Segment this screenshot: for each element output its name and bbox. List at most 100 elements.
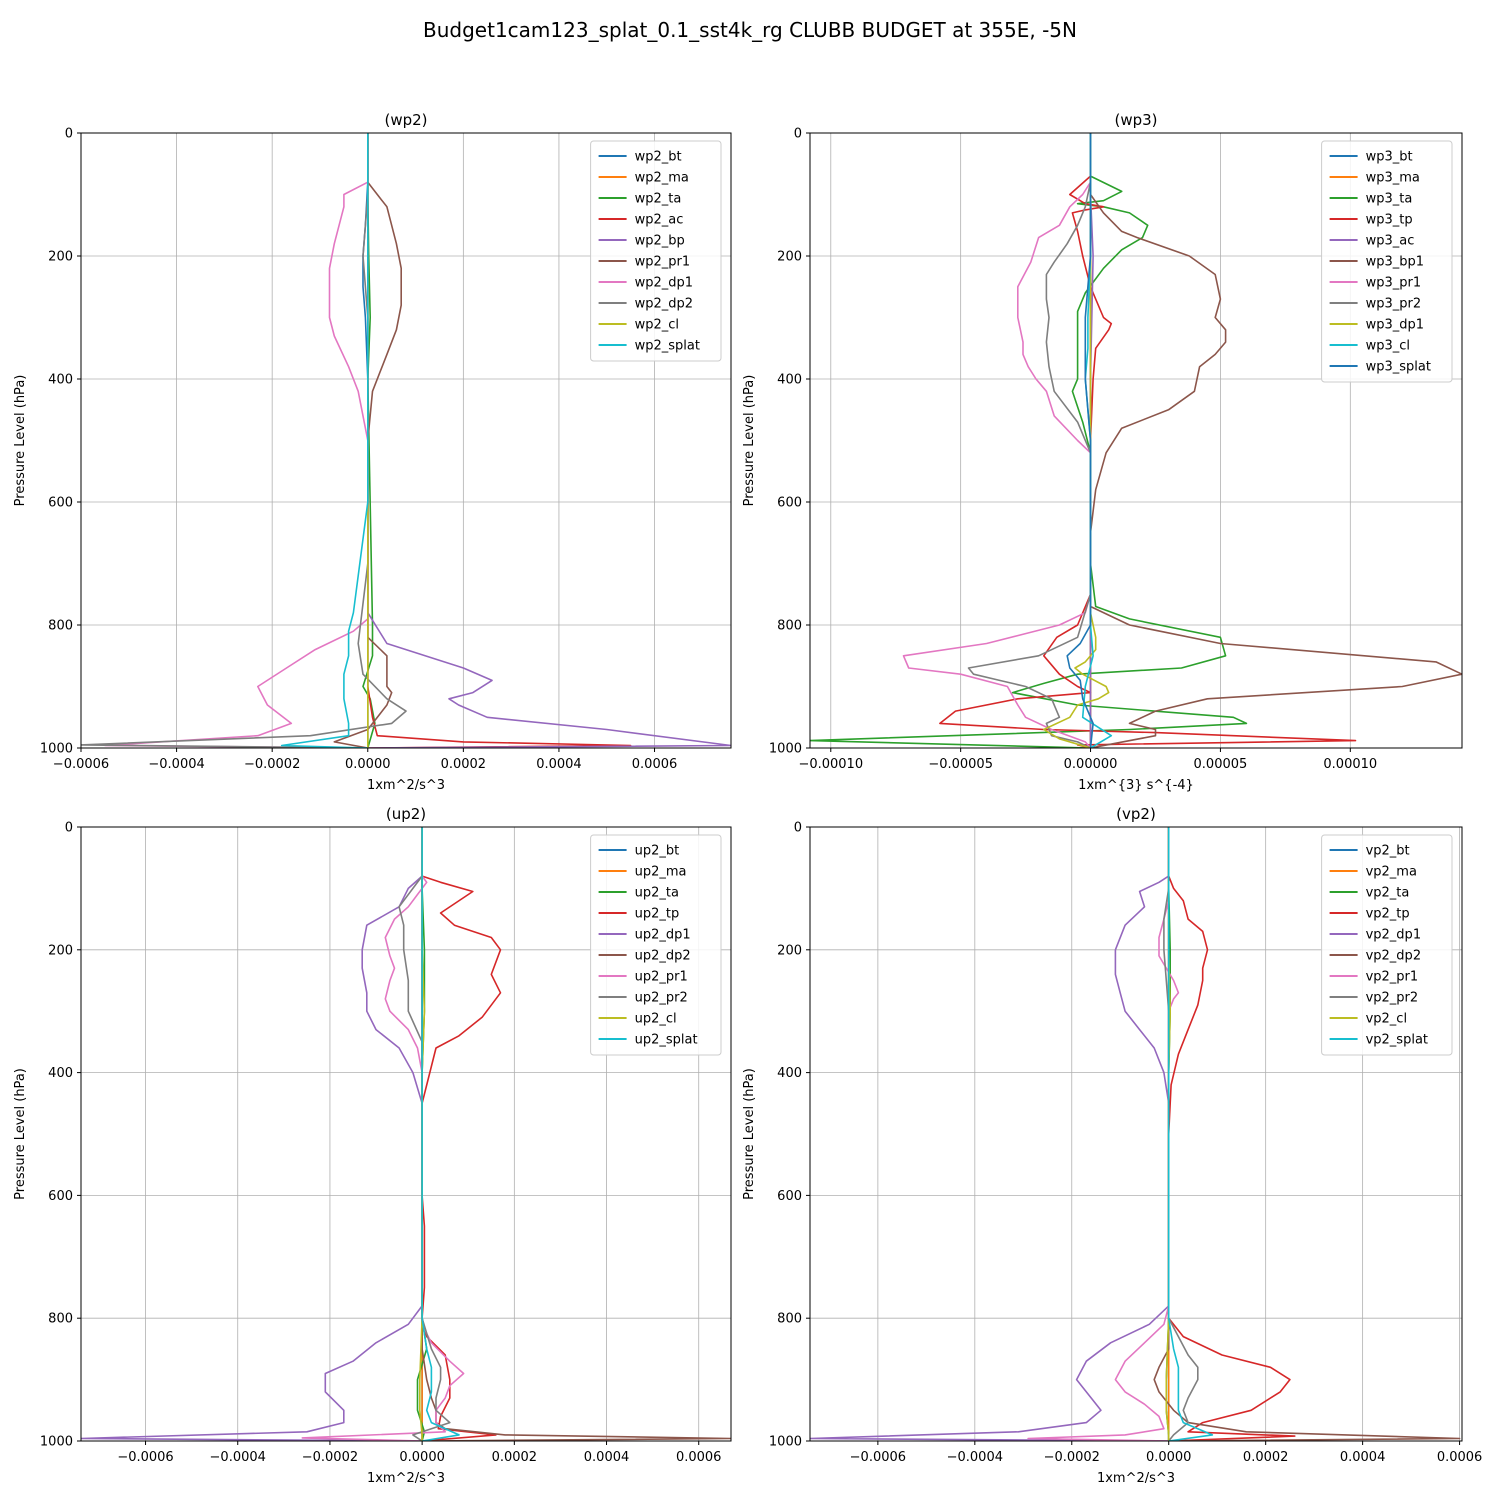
- wp2-xtick-label: 0.0004: [536, 757, 582, 772]
- wp2-ytick-label: 1000: [40, 742, 73, 757]
- legend-label-up2_dp2: up2_dp2: [635, 949, 691, 964]
- legend-label-wp3_bp1: wp3_bp1: [1366, 255, 1424, 270]
- legend-label-vp2_pr2: vp2_pr2: [1366, 991, 1419, 1006]
- wp3-ytick-label: 1000: [769, 742, 802, 757]
- up2-ytick-label: 400: [48, 1066, 73, 1081]
- wp2-x-axis-label: 1xm^2/s^3: [367, 778, 445, 793]
- wp3-xtick-label: −0.00010: [798, 757, 863, 772]
- legend-label-vp2_tp: vp2_tp: [1366, 907, 1410, 922]
- up2-ytick-label: 1000: [40, 1435, 73, 1450]
- legend-label-vp2_pr1: vp2_pr1: [1366, 970, 1419, 985]
- wp2-xtick-label: 0.0000: [345, 757, 391, 772]
- vp2-xtick-label: 0.0004: [1340, 1450, 1386, 1465]
- wp2-ytick-label: 0: [65, 127, 73, 142]
- wp3-xtick-label: 0.00005: [1194, 757, 1248, 772]
- vp2-axes-frame: [809, 826, 1463, 1442]
- up2-series-group: [81, 827, 731, 1441]
- legend-label-vp2_ta: vp2_ta: [1366, 886, 1410, 901]
- wp2-axes-frame: [80, 132, 732, 749]
- vp2-x-axis-label: 1xm^2/s^3: [1097, 1471, 1175, 1486]
- legend-label-wp2_cl: wp2_cl: [635, 318, 679, 333]
- legend-label-wp3_pr1: wp3_pr1: [1366, 276, 1422, 291]
- up2-xtick-label: −0.0002: [302, 1450, 358, 1465]
- series-line-wp3_bp1: [1089, 133, 1462, 748]
- wp3-panel-title: (wp3): [1114, 111, 1157, 129]
- wp2-y-axis-label: Pressure Level (hPa): [13, 375, 28, 507]
- vp2-ytick-label: 0: [794, 821, 802, 836]
- legend-label-wp3_ma: wp3_ma: [1366, 171, 1420, 186]
- wp3-xtick-label: −0.00005: [928, 757, 993, 772]
- wp2-xtick-label: −0.0004: [148, 757, 204, 772]
- series-line-up2_splat: [421, 827, 460, 1441]
- legend-label-up2_bt: up2_bt: [635, 844, 680, 859]
- series-line-wp3_ta: [810, 133, 1248, 748]
- wp3-legend-box: [1321, 140, 1453, 383]
- vp2-xtick-label: −0.0002: [1044, 1450, 1100, 1465]
- legend-label-up2_splat: up2_splat: [635, 1033, 698, 1048]
- series-line-up2_tp: [421, 827, 502, 1441]
- wp3-ytick-label: 800: [777, 619, 802, 634]
- wp2-ytick-label: 600: [48, 496, 73, 511]
- vp2-legend-box: [1321, 834, 1453, 1056]
- series-line-vp2_dp1: [810, 827, 1170, 1441]
- vp2-series-group: [810, 827, 1461, 1441]
- wp3-ytick-label: 0: [794, 127, 802, 142]
- vp2-ytick-label: 1000: [769, 1435, 802, 1450]
- legend-label-wp2_pr1: wp2_pr1: [635, 255, 691, 270]
- series-line-vp2_tp: [1167, 827, 1296, 1441]
- wp2-ytick-label: 400: [48, 373, 73, 388]
- legend-label-wp2_ma: wp2_ma: [635, 171, 689, 186]
- legend-label-wp3_bt: wp3_bt: [1366, 150, 1413, 165]
- legend-label-wp3_cl: wp3_cl: [1366, 339, 1410, 354]
- legend-label-wp2_bt: wp2_bt: [635, 150, 682, 165]
- wp2-series-group: [81, 133, 731, 748]
- up2-xtick-label: 0.0000: [399, 1450, 445, 1465]
- legend-label-wp3_dp1: wp3_dp1: [1366, 318, 1424, 333]
- vp2-panel-title: (vp2): [1116, 805, 1156, 823]
- series-line-wp2_splat: [280, 133, 369, 748]
- up2-xtick-label: −0.0006: [117, 1450, 173, 1465]
- figure-title: Budget1cam123_splat_0.1_sst4k_rg CLUBB B…: [423, 18, 1077, 42]
- series-line-vp2_splat: [1167, 827, 1214, 1441]
- wp3-y-axis-label: Pressure Level (hPa): [742, 375, 757, 507]
- up2-ytick-label: 800: [48, 1312, 73, 1327]
- legend-label-vp2_bt: vp2_bt: [1366, 844, 1410, 859]
- wp3-ytick-label: 600: [777, 496, 802, 511]
- legend-label-vp2_ma: vp2_ma: [1366, 865, 1417, 880]
- wp3-xtick-label: 0.00000: [1064, 757, 1118, 772]
- up2-ytick-label: 0: [65, 821, 73, 836]
- wp2-ytick-label: 200: [48, 250, 73, 265]
- legend-label-up2_dp1: up2_dp1: [635, 928, 691, 943]
- vp2-ytick-label: 800: [777, 1312, 802, 1327]
- wp2-xtick-label: 0.0006: [632, 757, 678, 772]
- legend-label-up2_ta: up2_ta: [635, 886, 679, 901]
- legend-label-up2_ma: up2_ma: [635, 865, 687, 880]
- vp2-y-axis-label: Pressure Level (hPa): [742, 1068, 757, 1200]
- up2-legend-box: [590, 834, 722, 1056]
- wp2-xtick-label: −0.0002: [244, 757, 300, 772]
- wp3-x-axis-label: 1xm^{3} s^{-4}: [1078, 778, 1194, 793]
- wp3-legend: wp3_bt wp3_ma wp3_ta wp3_tp wp3_ac wp3_bp1 wp3…: [1321, 140, 1453, 383]
- legend-label-vp2_cl: vp2_cl: [1366, 1012, 1407, 1027]
- panel-vp2: −0.0006 −0.0004 −0.0002 0.0000 0.0002 0.0004 0…: [742, 805, 1482, 1486]
- up2-xtick-label: 0.0006: [676, 1450, 722, 1465]
- up2-xtick-label: 0.0002: [492, 1450, 538, 1465]
- wp2-xtick-label: 0.0002: [441, 757, 487, 772]
- legend-label-up2_cl: up2_cl: [635, 1012, 677, 1027]
- wp2-legend-box: [590, 140, 722, 362]
- legend-label-vp2_dp2: vp2_dp2: [1366, 949, 1422, 964]
- vp2-xtick-label: −0.0004: [947, 1450, 1003, 1465]
- legend-label-wp3_ac: wp3_ac: [1366, 234, 1415, 249]
- wp3-xtick-label: 0.00010: [1323, 757, 1377, 772]
- up2-xtick-label: 0.0004: [584, 1450, 630, 1465]
- vp2-legend: vp2_bt vp2_ma vp2_ta vp2_tp vp2_dp1 vp2_dp2vp…: [1321, 834, 1453, 1056]
- vp2-ytick-label: 200: [777, 943, 802, 958]
- wp3-series-group: [810, 133, 1462, 748]
- legend-label-wp2_splat: wp2_splat: [635, 339, 700, 354]
- legend-label-wp2_dp1: wp2_dp1: [635, 276, 693, 291]
- legend-label-vp2_dp1: vp2_dp1: [1366, 928, 1422, 943]
- up2-ytick-label: 600: [48, 1189, 73, 1204]
- wp2-xtick-label: −0.0006: [53, 757, 109, 772]
